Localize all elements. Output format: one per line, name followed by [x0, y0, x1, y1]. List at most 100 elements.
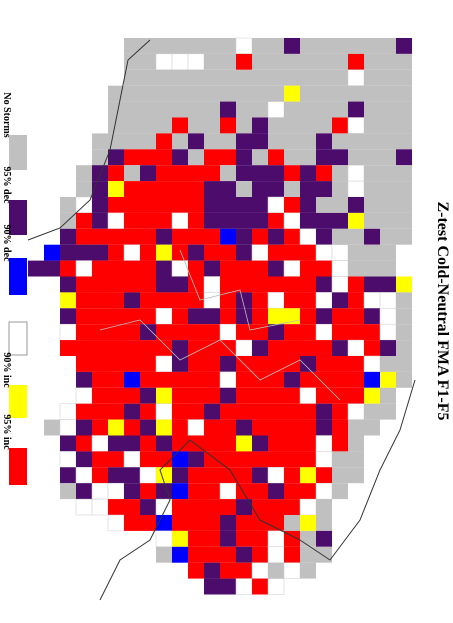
- map-cell: [140, 371, 156, 388]
- map-cell: [284, 324, 300, 341]
- map-cell: [188, 371, 204, 388]
- map-cell: [107, 514, 125, 532]
- map-cell: [300, 133, 316, 150]
- map-cell: [140, 181, 156, 197]
- map-cell: [284, 499, 300, 515]
- map-cell: [348, 324, 364, 341]
- map-cell: [188, 212, 204, 229]
- map-cell: [140, 451, 156, 468]
- map-cell: [235, 37, 253, 55]
- map-cell: [92, 387, 108, 404]
- map-cell: [396, 197, 412, 213]
- map-cell: [76, 403, 92, 420]
- map-cell: [188, 197, 204, 213]
- map-cell: [332, 340, 348, 356]
- map-cell: [268, 244, 284, 261]
- map-cell: [252, 101, 268, 118]
- map-cell: [396, 308, 412, 325]
- map-cell: [76, 165, 92, 182]
- map-cell: [284, 181, 300, 197]
- map-cell: [124, 197, 140, 213]
- map-cell: [172, 276, 188, 293]
- map-cell: [220, 562, 236, 579]
- coastline: [27, 39, 416, 601]
- map-cell: [364, 324, 380, 341]
- map-cell: [204, 133, 220, 150]
- map-cell: [108, 149, 124, 166]
- map-cell: [156, 340, 172, 356]
- map-cell: [300, 403, 316, 420]
- map-cell: [236, 117, 252, 134]
- map-cell: [75, 260, 93, 277]
- map-cell: [316, 371, 332, 388]
- map-cell: [315, 451, 333, 468]
- map-cell: [316, 69, 332, 86]
- map-cell: [284, 451, 300, 468]
- map-cell: [171, 53, 189, 71]
- title: Z-test Cold-Neutral FMA F1-F5: [434, 201, 451, 420]
- map-cell: [252, 530, 268, 547]
- map-cell: [268, 38, 284, 54]
- legend: No Storms 95% dec 90% dec 90% inc 95% inc: [1, 92, 28, 485]
- map-cell: [140, 403, 156, 420]
- map-cell: [204, 467, 220, 484]
- map-cell: [188, 38, 204, 54]
- map-cell: [284, 371, 300, 388]
- map-cell: [92, 340, 108, 356]
- map-cell: [364, 69, 380, 86]
- map-cell: [91, 482, 109, 500]
- map-cell: [155, 308, 173, 325]
- map-cell: [156, 181, 172, 197]
- map-cell: [300, 546, 316, 563]
- map-cell: [316, 387, 332, 404]
- map-cell: [364, 181, 380, 197]
- map-cell: [124, 419, 140, 436]
- map-cell: [172, 38, 188, 54]
- map-cell: [380, 244, 396, 261]
- map-cell: [92, 308, 108, 325]
- map-cell: [252, 435, 268, 452]
- map-cell: [284, 419, 300, 436]
- map-cell: [59, 419, 77, 436]
- map-cell: [332, 117, 348, 134]
- map-cell: [396, 53, 412, 70]
- map-cell: [396, 117, 412, 134]
- map-cell: [108, 308, 124, 325]
- map-cell: [364, 101, 380, 118]
- map-cell: [76, 451, 92, 468]
- map-cell: [76, 340, 92, 356]
- map-cell: [332, 101, 348, 118]
- map-cell: [252, 149, 268, 166]
- map-cell: [108, 419, 124, 436]
- map-cell: [204, 530, 220, 547]
- map-cell: [188, 403, 204, 420]
- map-cell: [364, 308, 380, 325]
- map-cell: [204, 356, 220, 372]
- map-cell: [220, 451, 236, 468]
- map-cell: [379, 323, 397, 341]
- map-cell: [172, 467, 188, 484]
- map-cell: [204, 117, 220, 134]
- map-cell: [380, 101, 396, 118]
- map-cell: [364, 371, 380, 388]
- map-cell: [300, 260, 316, 277]
- map-cell: [172, 371, 188, 388]
- map-cell: [364, 85, 380, 102]
- map-cell: [172, 165, 188, 182]
- map-cell: [124, 181, 140, 197]
- map-cell: [140, 499, 156, 515]
- map-cell: [220, 69, 236, 86]
- map-cell: [140, 292, 156, 309]
- map-cell: [396, 69, 412, 86]
- map-cell: [76, 356, 92, 372]
- map-cell: [380, 38, 396, 54]
- map-cell: [155, 355, 173, 373]
- map-cell: [92, 356, 108, 372]
- map-cell: [300, 85, 316, 102]
- map-cell: [156, 371, 172, 388]
- map-cell: [204, 546, 220, 563]
- map-cell: [316, 260, 332, 277]
- map-cell: [251, 562, 269, 579]
- map-cell: [236, 435, 252, 452]
